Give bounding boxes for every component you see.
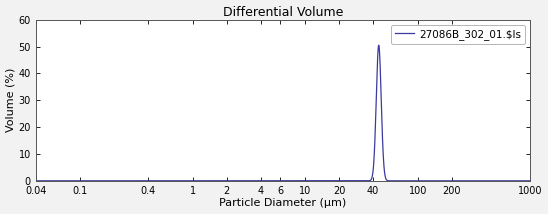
27086B_302_01.$ls (35, 180, 41, 182)
Y-axis label: Volume (%): Volume (%) (5, 68, 15, 132)
X-axis label: Particle Diameter (μm): Particle Diameter (μm) (219, 198, 346, 208)
27086B_302_01.$ls (129, 180, 136, 182)
Legend: 27086B_302_01.$ls: 27086B_302_01.$ls (391, 25, 525, 44)
27086B_302_01.$ls (274, 180, 281, 182)
Title: Differential Volume: Differential Volume (222, 6, 343, 19)
27086B_302_01.$ls (62, 180, 68, 182)
27086B_302_01.$ls (501, 180, 507, 182)
27086B_302_01.$ls (32, 180, 39, 182)
27086B_302_01.$ls (375, 44, 382, 46)
27086B_302_01.$ls (527, 180, 534, 182)
Line: 27086B_302_01.$ls: 27086B_302_01.$ls (36, 45, 530, 181)
27086B_302_01.$ls (53, 180, 59, 182)
